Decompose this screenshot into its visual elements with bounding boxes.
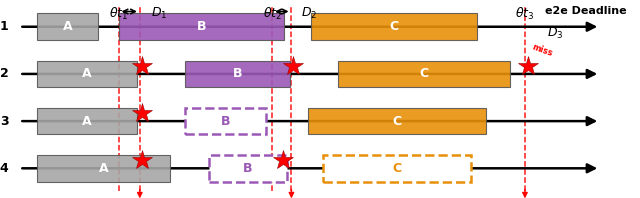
Text: B: B bbox=[196, 20, 206, 33]
Bar bbox=[311, 13, 477, 40]
Text: $\theta t_3$: $\theta t_3$ bbox=[515, 6, 534, 22]
Bar bbox=[38, 61, 137, 87]
Text: B: B bbox=[243, 162, 253, 175]
Bar bbox=[308, 108, 486, 134]
Bar bbox=[38, 13, 98, 40]
Bar bbox=[185, 61, 291, 87]
Text: 2: 2 bbox=[0, 68, 8, 80]
Text: 3: 3 bbox=[0, 115, 8, 128]
Text: miss: miss bbox=[531, 42, 554, 58]
Text: $D_2$: $D_2$ bbox=[301, 6, 317, 21]
Bar bbox=[185, 108, 266, 134]
Text: C: C bbox=[390, 20, 399, 33]
Text: 4: 4 bbox=[0, 162, 8, 175]
Text: B: B bbox=[221, 115, 230, 128]
Text: 1: 1 bbox=[0, 20, 8, 33]
Bar bbox=[339, 61, 510, 87]
Text: $\theta t_1$: $\theta t_1$ bbox=[109, 6, 129, 22]
Text: A: A bbox=[83, 68, 92, 80]
Bar bbox=[38, 108, 137, 134]
Text: A: A bbox=[63, 20, 72, 33]
Text: $D_1$: $D_1$ bbox=[150, 6, 167, 21]
Bar bbox=[119, 13, 284, 40]
Bar bbox=[323, 155, 471, 182]
Bar bbox=[209, 155, 287, 182]
Text: C: C bbox=[392, 162, 402, 175]
Text: A: A bbox=[83, 115, 92, 128]
Text: e2e Deadline: e2e Deadline bbox=[545, 6, 627, 16]
Text: B: B bbox=[233, 68, 243, 80]
Bar bbox=[38, 155, 170, 182]
Text: A: A bbox=[99, 162, 109, 175]
Text: $\theta t_2$: $\theta t_2$ bbox=[262, 6, 282, 22]
Text: C: C bbox=[392, 115, 402, 128]
Text: $D_3$: $D_3$ bbox=[547, 26, 563, 41]
Text: C: C bbox=[420, 68, 429, 80]
